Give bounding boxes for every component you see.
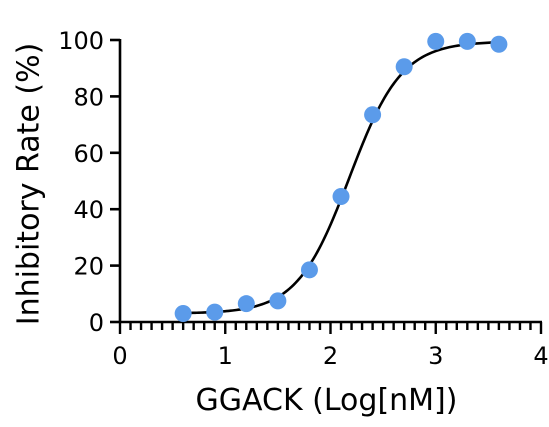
x-tick-label: 1 (218, 342, 233, 370)
data-point (427, 32, 445, 50)
y-axis: 0 20 40 60 80 100 (58, 27, 122, 337)
x-tick-label: 0 (112, 342, 127, 370)
data-point (332, 188, 350, 206)
x-tick-label: 3 (428, 342, 443, 370)
y-tick-label: 0 (89, 309, 104, 337)
data-point (300, 261, 318, 279)
fit-curve (183, 41, 499, 315)
data-point (174, 305, 192, 323)
y-tick-label: 100 (58, 27, 104, 55)
data-points (174, 32, 508, 323)
data-point (237, 295, 255, 313)
data-point (395, 58, 413, 76)
x-tick-label: 4 (533, 342, 548, 370)
x-axis: 0 1 2 3 4 (112, 320, 549, 370)
y-tick-label: 40 (73, 196, 104, 224)
y-tick-label: 20 (73, 253, 104, 281)
data-point (206, 303, 224, 321)
data-point (269, 292, 287, 310)
x-axis-title: GGACK (Log[nM]) (196, 383, 458, 418)
data-point (490, 35, 508, 53)
x-tick-label: 2 (323, 342, 338, 370)
data-point (458, 32, 476, 50)
y-tick-label: 60 (73, 140, 104, 168)
y-tick-label: 80 (73, 83, 104, 111)
y-axis-title: Inhibitory Rate (%) (12, 43, 47, 326)
data-point (364, 106, 382, 124)
